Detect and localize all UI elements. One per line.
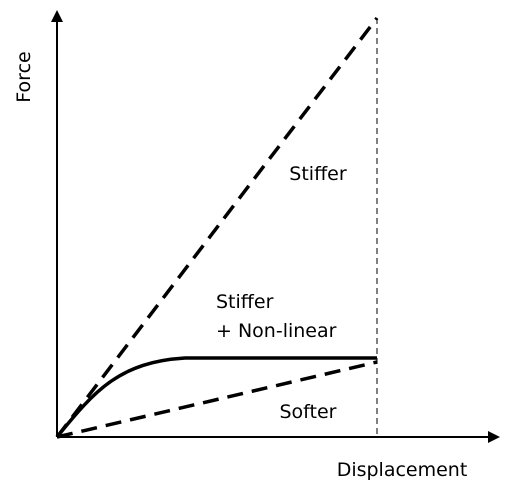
softer-line bbox=[56, 360, 378, 439]
curve-label: Softer bbox=[280, 401, 337, 423]
curve-label: + Non-linear bbox=[216, 320, 337, 342]
curve-label: Stiffer bbox=[289, 163, 347, 185]
nonlinear-curve bbox=[55, 356, 377, 439]
x-axis-label: Displacement bbox=[337, 459, 468, 481]
y-axis-label: Force bbox=[13, 51, 35, 102]
curve-label: Stiffer bbox=[216, 291, 274, 313]
stiffer-line bbox=[55, 16, 379, 439]
